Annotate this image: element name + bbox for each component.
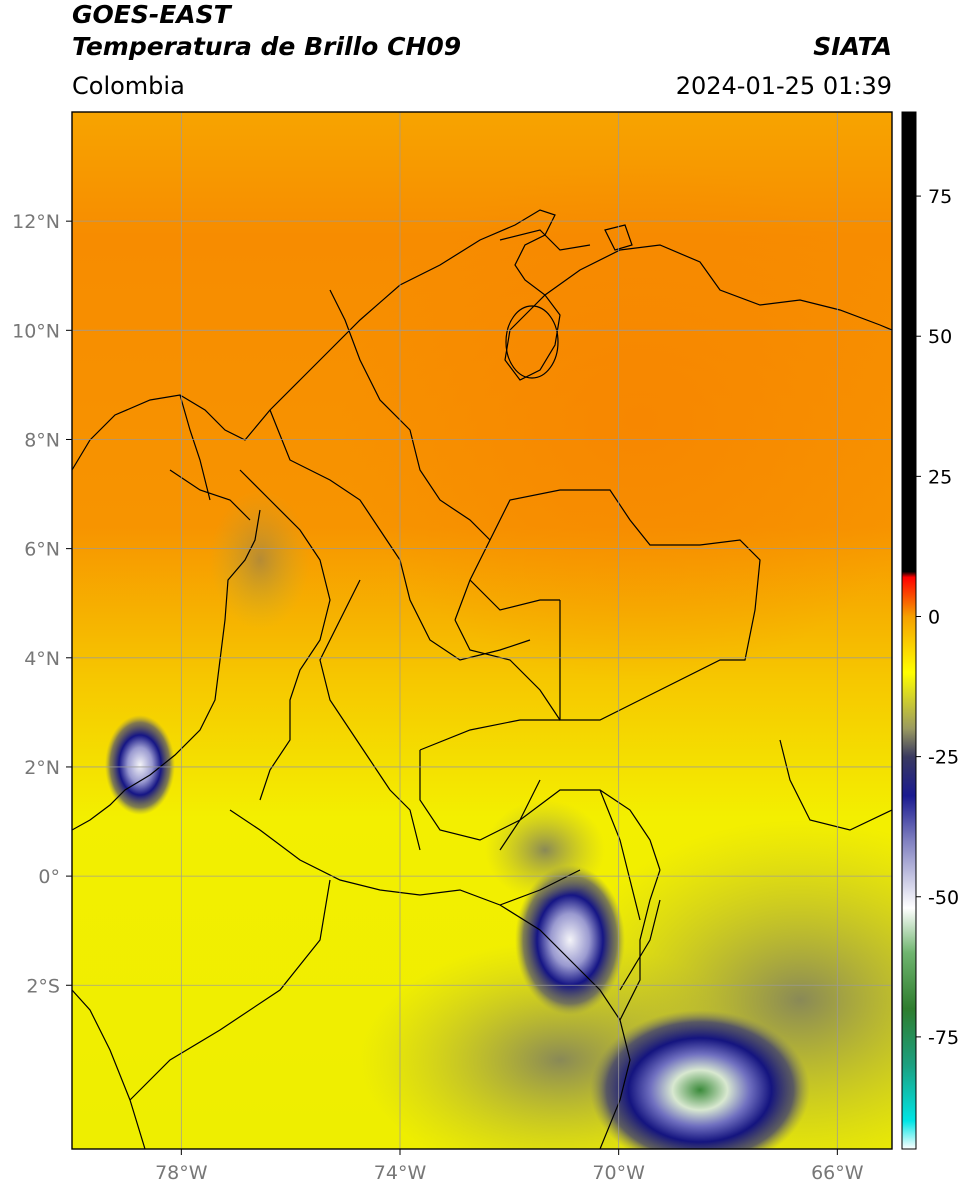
- lon-tick-label-3: 66°W: [811, 1162, 864, 1184]
- satellite-title: GOES-EAST: [72, 0, 231, 29]
- lon-tick-label-2: 70°W: [592, 1162, 645, 1184]
- colorbar: [901, 111, 917, 1150]
- colorbar-tick-label-6: -75: [928, 1027, 959, 1049]
- lat-tick-label-5: 2°N: [24, 757, 60, 779]
- colorbar-tick-label-0: 75: [928, 186, 952, 208]
- lat-tick-label-1: 10°N: [12, 320, 60, 342]
- lat-tick-label-4: 4°N: [24, 648, 60, 670]
- lon-tick-label-1: 74°W: [374, 1162, 427, 1184]
- colorbar-tick-label-5: -50: [928, 887, 959, 909]
- brightness-field: [72, 112, 892, 1149]
- map-frame: [71, 111, 893, 1150]
- region-label: Colombia: [72, 72, 185, 100]
- coastlines-and-borders: [72, 209, 892, 1149]
- organization-label: SIATA: [813, 32, 892, 61]
- product-title: Temperatura de Brillo CH09: [72, 32, 462, 61]
- longitude-ticks: 78°W 74°W 70°W 66°W: [155, 1149, 864, 1184]
- colorbar-tick-label-4: -25: [928, 747, 959, 769]
- colorbar-ticks: 75 50 25 0 -25 -50 -75: [916, 186, 959, 1049]
- lat-tick-label-3: 6°N: [24, 539, 60, 561]
- lat-tick-label-2: 8°N: [24, 429, 60, 451]
- lat-tick-label-0: 12°N: [12, 211, 60, 233]
- colorbar-tick-label-2: 25: [928, 466, 952, 488]
- gridlines: [72, 112, 892, 1149]
- datetime-label: 2024-01-25 01:39: [675, 72, 892, 100]
- colorbar-tick-label-3: 0: [928, 606, 940, 628]
- colorbar-tick-label-1: 50: [928, 326, 952, 348]
- lon-tick-label-0: 78°W: [155, 1162, 208, 1184]
- lat-tick-label-7: 2°S: [26, 975, 60, 997]
- lat-tick-label-6: 0°: [38, 866, 60, 888]
- latitude-ticks: 12°N 10°N 8°N 6°N 4°N 2°N 0° 2°S: [12, 211, 72, 997]
